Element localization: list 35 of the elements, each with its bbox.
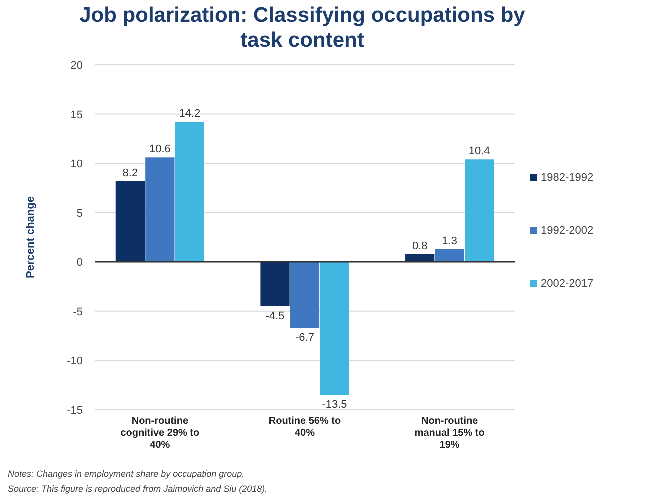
bar (116, 181, 146, 262)
text: Notes: Changes in employment share by occupation group. (8, 469, 245, 479)
x-tick-label: Non-routine manual 15% to 19% (414, 416, 485, 451)
source-note: Source: This figure is reproduced from Jaimovich and Siu (2018). (8, 484, 268, 494)
bar (175, 122, 204, 262)
data-label: 8.2 (122, 167, 138, 180)
legend-label: 2002-2017 (541, 278, 594, 290)
y-tick-label: 10 (70, 158, 83, 171)
x-tick-label: Routine 56% to 40% (268, 416, 342, 439)
y-axis-title: Percent change (25, 196, 37, 278)
y-tick-label: 20 (70, 60, 83, 72)
chart-title: Job polarization: Classifying occupations by task content (80, 4, 526, 52)
data-label: -4.5 (266, 310, 285, 322)
bar (435, 249, 464, 262)
data-label: 14.2 (179, 108, 201, 120)
bar (464, 160, 494, 262)
data-label: 10.6 (149, 144, 171, 156)
y-tick-label: -5 (73, 306, 83, 318)
data-label: -13.5 (322, 399, 348, 412)
x-tick-label: Non-routine cognitive 29% to 40% (120, 416, 200, 451)
bar (260, 262, 290, 306)
data-label: -6.7 (296, 332, 314, 344)
bar (320, 262, 350, 396)
y-tick-label: -10 (67, 356, 83, 368)
bar (290, 262, 320, 328)
data-label: 1.3 (442, 235, 458, 248)
y-tick-label: 0 (76, 257, 83, 270)
legend-label: 1992-2002 (541, 225, 594, 237)
y-tick-label: 5 (76, 208, 83, 220)
y-tick-label: -15 (67, 405, 83, 417)
legend-label: 1982-1992 (541, 172, 594, 184)
bar (146, 158, 175, 262)
data-label: 0.8 (412, 240, 428, 252)
data-label: 10.4 (468, 146, 490, 158)
y-tick-label: 15 (70, 109, 83, 122)
